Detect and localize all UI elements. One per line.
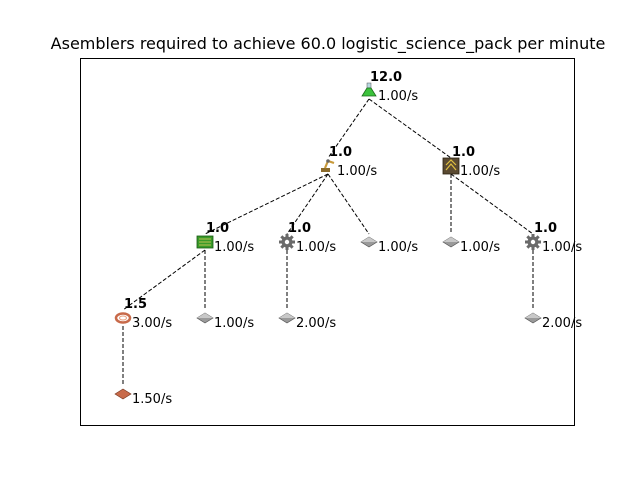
edge-transport_belt-to-iron_gear_wheel_b <box>450 173 534 235</box>
node-count: 1.5 <box>124 297 147 312</box>
node-iron-plate-a: 1.00/s <box>360 236 418 255</box>
edge-layer <box>122 98 534 386</box>
node-iron-plate-b: 1.00/s <box>442 236 500 255</box>
node-copper-cable: 1.5 3.00/s <box>114 297 172 331</box>
node-logistic-science-pack: 12.0 1.00/s <box>361 70 418 104</box>
diagram-title: Asemblers required to achieve 60.0 logis… <box>50 34 606 53</box>
copper-cable-icon <box>114 312 132 324</box>
edge-inserter-to-iron_gear_wheel_a <box>286 173 329 235</box>
node-electronic-circuit: 1.0 1.00/s <box>196 221 254 255</box>
node-layer: 12.01.00/s1.01.00/s1.01.00/s1.01.00/s1.0… <box>114 70 582 407</box>
iron-gear-wheel-icon <box>525 234 541 250</box>
edge-logistic_science_pack-to-transport_belt <box>368 98 452 159</box>
node-count: 1.0 <box>534 221 557 236</box>
node-rate: 1.00/s <box>214 240 254 255</box>
iron-gear-wheel-icon <box>279 234 295 250</box>
edge-inserter-to-electronic_circuit <box>204 173 329 235</box>
node-rate: 1.00/s <box>214 316 254 331</box>
node-count: 1.0 <box>329 145 352 160</box>
iron-plate-icon <box>196 312 214 324</box>
edge-electronic_circuit-to-copper_cable <box>122 249 206 311</box>
node-rate: 2.00/s <box>296 316 336 331</box>
iron-plate-icon <box>524 312 542 324</box>
node-rate: 1.00/s <box>542 240 582 255</box>
node-rate: 2.00/s <box>542 316 582 331</box>
node-rate: 1.00/s <box>378 240 418 255</box>
node-iron-gear-wheel-a: 1.0 1.00/s <box>279 221 336 255</box>
node-count: 1.0 <box>206 221 229 236</box>
node-inserter: 1.0 1.00/s <box>321 145 377 179</box>
node-rate: 1.00/s <box>460 240 500 255</box>
node-count: 12.0 <box>370 70 402 85</box>
node-rate: 1.00/s <box>337 164 377 179</box>
node-iron-plate-e: 2.00/s <box>524 312 582 331</box>
iron-plate-icon <box>442 236 460 248</box>
transport-belt-icon <box>442 157 460 175</box>
node-rate: 1.00/s <box>460 164 500 179</box>
iron-plate-icon <box>278 312 296 324</box>
edge-inserter-to-iron_plate_a <box>327 173 370 235</box>
copper-plate-icon <box>114 388 132 400</box>
node-iron-plate-d: 2.00/s <box>278 312 336 331</box>
iron-plate-icon <box>360 236 378 248</box>
node-rate: 1.00/s <box>378 89 418 104</box>
node-rate: 3.00/s <box>132 316 172 331</box>
inserter-icon <box>321 159 335 172</box>
node-count: 1.0 <box>452 145 475 160</box>
logistic-science-pack-icon <box>361 82 377 97</box>
node-transport-belt: 1.0 1.00/s <box>442 145 500 179</box>
node-iron-plate-c: 1.00/s <box>196 312 254 331</box>
electronic-circuit-icon <box>196 235 214 249</box>
node-iron-gear-wheel-b: 1.0 1.00/s <box>525 221 582 255</box>
node-count: 1.0 <box>288 221 311 236</box>
plot-frame <box>80 58 575 426</box>
node-copper-plate: 1.50/s <box>114 388 172 407</box>
node-rate: 1.00/s <box>296 240 336 255</box>
node-rate: 1.50/s <box>132 392 172 407</box>
